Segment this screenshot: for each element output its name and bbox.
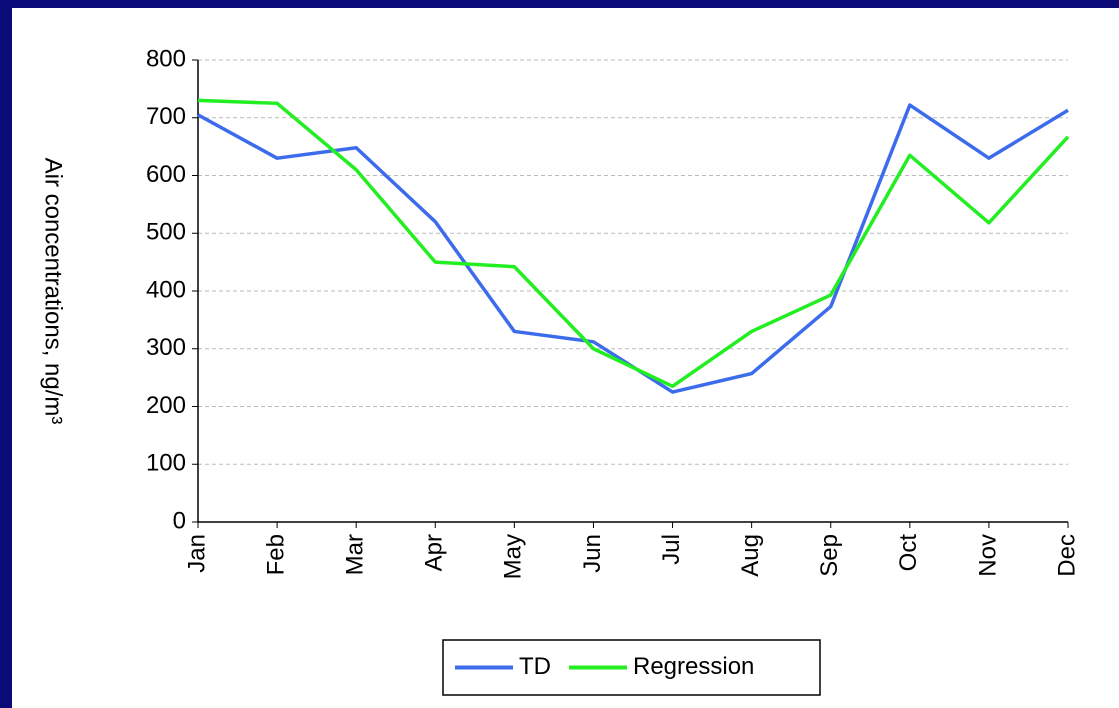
y-tick-label: 0 bbox=[173, 507, 186, 534]
frame-top bbox=[0, 0, 1119, 8]
x-tick-label: Jul bbox=[658, 534, 685, 565]
x-tick-label: Oct bbox=[895, 534, 922, 572]
y-tick-label: 800 bbox=[146, 45, 186, 72]
y-tick-label: 700 bbox=[146, 103, 186, 130]
y-tick-label: 200 bbox=[146, 392, 186, 419]
x-tick-label: Dec bbox=[1053, 534, 1080, 577]
x-tick-label: Feb bbox=[262, 534, 289, 575]
y-tick-label: 500 bbox=[146, 219, 186, 246]
y-axis-label: Air concentrations, ng/m³ bbox=[40, 158, 67, 425]
legend-label: TD bbox=[519, 653, 551, 680]
frame-left bbox=[0, 0, 12, 708]
x-tick-label: May bbox=[500, 534, 527, 579]
x-tick-label: Jun bbox=[579, 534, 606, 573]
x-tick-label: Aug bbox=[737, 534, 764, 577]
line-series bbox=[197, 98, 1070, 389]
y-tick-label: 300 bbox=[146, 334, 186, 361]
x-tick-label: Jan bbox=[183, 534, 210, 573]
x-tick-label: Sep bbox=[816, 534, 843, 577]
y-tick-label: 400 bbox=[146, 276, 186, 303]
x-tick-label: Nov bbox=[974, 534, 1001, 577]
x-tick-label: Apr bbox=[421, 534, 448, 571]
x-tick-label: Mar bbox=[342, 534, 369, 575]
legend-label: Regression bbox=[633, 653, 754, 680]
y-tick-label: 100 bbox=[146, 450, 186, 477]
y-tick-label: 600 bbox=[146, 161, 186, 188]
